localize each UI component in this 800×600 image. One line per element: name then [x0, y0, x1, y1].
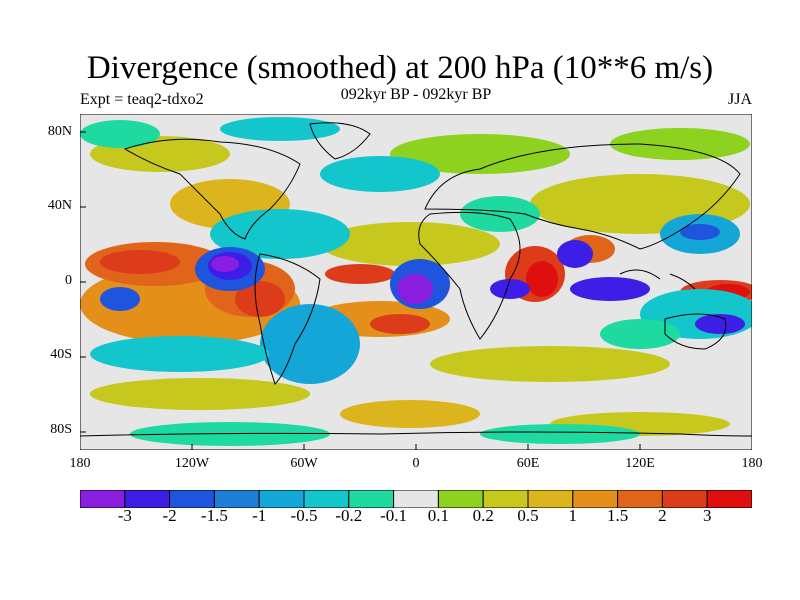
colorbar-label: -0.1 — [380, 506, 408, 525]
lat-label: 80S — [50, 422, 72, 437]
colorbar-label: 1.5 — [606, 506, 629, 525]
colorbar-label: -0.5 — [290, 506, 318, 525]
season-label: JJA — [727, 91, 752, 108]
colorbar — [80, 490, 752, 508]
colorbar-label: 1 — [568, 506, 578, 525]
lat-label: 80N — [47, 124, 72, 139]
lon-label: 120W — [174, 456, 210, 471]
lon-label: 60W — [290, 456, 318, 471]
lon-label: 0 — [412, 456, 420, 471]
colorbar-label: -2 — [162, 506, 177, 525]
divergence-map — [80, 114, 752, 450]
colorbar-label: -1 — [252, 506, 267, 525]
period-label: 092kyr BP - 092kyr BP — [340, 86, 492, 103]
plot-title: Divergence (smoothed) at 200 hPa (10**6 … — [86, 50, 714, 86]
lat-label: 40S — [50, 347, 72, 362]
colorbar-label: -1.5 — [200, 506, 228, 525]
divergence-contours — [80, 117, 752, 446]
coastlines — [80, 122, 752, 437]
colorbar-label: -3 — [117, 506, 132, 525]
lat-label: 40N — [47, 198, 72, 213]
colorbar-label: -0.2 — [335, 506, 363, 525]
colorbar-swatch — [706, 490, 752, 508]
tick-marks — [80, 131, 641, 450]
lon-label: 180 — [741, 456, 763, 471]
lon-label: 180 — [69, 456, 91, 471]
colorbar-label: 3 — [702, 506, 712, 525]
colorbar-label: 2 — [658, 506, 667, 525]
lat-label: 0 — [65, 273, 72, 288]
lon-label: 120E — [625, 456, 655, 471]
colorbar-label: 0.1 — [427, 506, 450, 525]
experiment-label: Expt = teaq2-tdxo2 — [80, 91, 204, 108]
colorbar-label: 0.2 — [472, 506, 494, 525]
colorbar-label: 0.5 — [517, 506, 539, 525]
lon-label: 60E — [516, 456, 540, 471]
